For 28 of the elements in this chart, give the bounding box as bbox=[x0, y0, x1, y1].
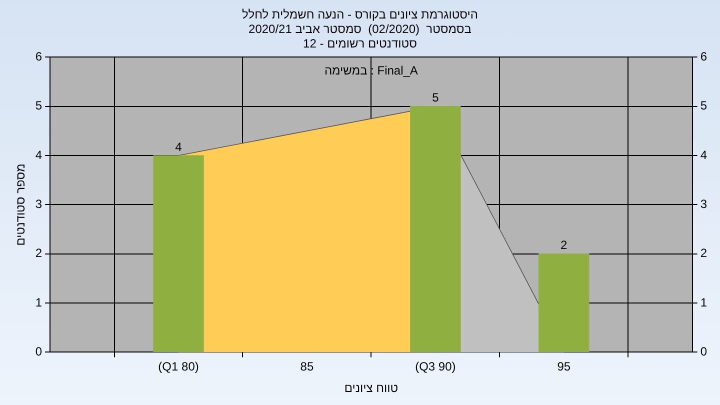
chart-subtitle: בסמסטר (02/2020) סמסטר אביב 2020/21 סטודנטים רשומים - 12 bbox=[248, 22, 472, 50]
y2-tick-label: 2 bbox=[700, 246, 708, 260]
y-tick-label: 6 bbox=[35, 50, 42, 64]
x-axis-title: טווח ציונים bbox=[344, 381, 398, 396]
x-tick-label: (Q3 90) bbox=[415, 360, 456, 374]
data-label: 5 bbox=[432, 90, 440, 105]
y2-tick-label: 0 bbox=[700, 344, 708, 359]
bar bbox=[538, 254, 590, 352]
y2-tick-label: 5 bbox=[700, 98, 708, 113]
bar bbox=[153, 155, 204, 352]
annotation: במשימה : Final_A bbox=[324, 64, 418, 78]
y-tick-label: 3 bbox=[35, 197, 42, 212]
data-label: 4 bbox=[175, 140, 182, 154]
x-tick-label: (Q1 80) bbox=[158, 360, 199, 374]
y-tick-label: 2 bbox=[35, 246, 42, 260]
x-tick-label: 95 bbox=[557, 360, 571, 374]
y-tick-label: 5 bbox=[35, 98, 42, 113]
y-axis-title: מספר סטודנטים bbox=[14, 164, 28, 246]
y-tick-label: 0 bbox=[35, 344, 42, 359]
y-tick-label: 4 bbox=[35, 148, 42, 162]
y2-tick-label: 4 bbox=[700, 148, 708, 162]
y2-tick-label: 3 bbox=[700, 197, 708, 212]
x-tick-label: 85 bbox=[300, 360, 314, 374]
chart-title: היסטוגרמת ציונים בקורס - הנעה חשמלית לחלל bbox=[242, 8, 478, 22]
data-label: 2 bbox=[560, 238, 568, 252]
y2-tick-label: 6 bbox=[700, 50, 708, 64]
y2-tick-label: 1 bbox=[700, 295, 708, 310]
y-tick-label: 1 bbox=[35, 295, 42, 310]
